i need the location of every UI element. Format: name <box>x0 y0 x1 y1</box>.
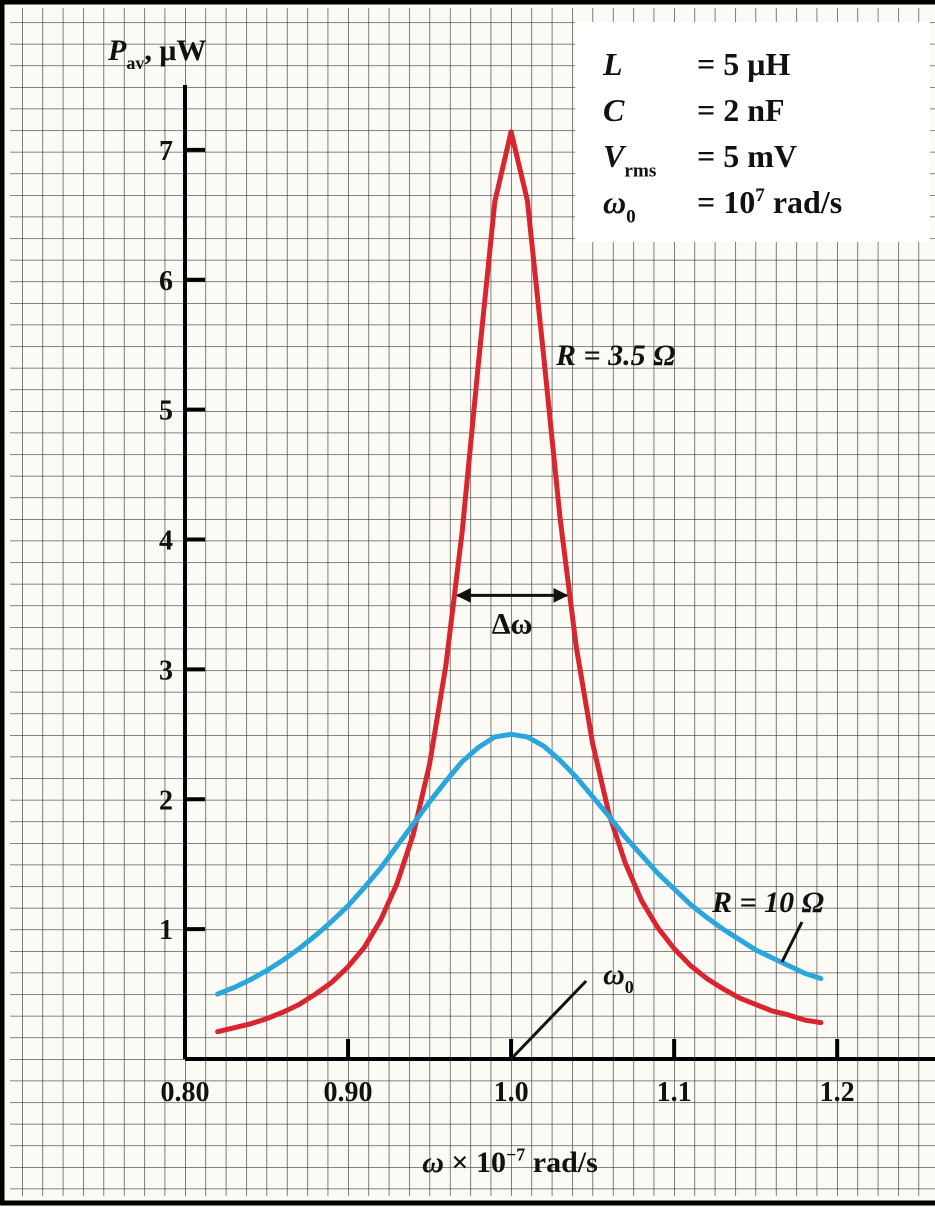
param-symbol: ω0 <box>603 184 636 228</box>
y-axis-label-part: P <box>107 34 127 67</box>
param-symbol-part: rms <box>624 161 656 182</box>
param-symbol-part: V <box>603 138 627 174</box>
resonance-label-part: 0 <box>625 977 634 997</box>
y-tick-label: 3 <box>159 655 173 686</box>
param-value-part: = 10 <box>697 184 755 220</box>
param-symbol: Vrms <box>603 138 656 182</box>
param-value: = 5 mV <box>697 138 797 174</box>
param-symbol-part: 0 <box>626 207 636 228</box>
param-symbol-part: C <box>603 92 625 128</box>
y-tick-label: 7 <box>159 136 173 167</box>
param-value: = 2 nF <box>697 92 785 128</box>
param-symbol: C <box>603 92 625 128</box>
x-tick-label: 1.1 <box>657 1077 692 1108</box>
y-tick-label: 5 <box>159 396 173 427</box>
y-tick-label: 4 <box>159 526 173 557</box>
x-axis-label-part: ω <box>422 1146 444 1179</box>
param-value-part: 7 <box>755 185 765 206</box>
x-tick-label: 1.0 <box>494 1077 529 1108</box>
plot: 1 2 3 4 5 6 7 0.80 0.90 1.0 1.1 1.2 Pav, μW ω × 10−7 … <box>107 34 935 1179</box>
resonance-label-part: ω <box>603 958 625 991</box>
curve <box>215 129 824 1035</box>
curve <box>215 731 824 997</box>
y-axis-label: Pav, μW <box>107 34 206 73</box>
series-label: R = 10 Ω <box>711 886 824 919</box>
x-axis-label-part: −7 <box>506 1145 525 1165</box>
param-symbol-part: ω <box>603 184 626 220</box>
x-tick-label: 0.80 <box>161 1077 210 1108</box>
param-value-part: = 5 mV <box>697 138 797 174</box>
param-symbol-part: L <box>602 46 623 82</box>
parameter-box <box>575 22 930 242</box>
leader <box>780 921 804 963</box>
param-value-part: = 2 nF <box>697 92 785 128</box>
param-value-part: = 5 μH <box>697 46 790 82</box>
x-tick-label: 0.90 <box>324 1077 373 1108</box>
bandwidth-label: Δω <box>492 607 533 640</box>
x-tick-label: 1.2 <box>820 1077 855 1108</box>
x-axis-label-part: rad/s <box>525 1146 598 1179</box>
param-value: = 5 μH <box>697 46 790 82</box>
x-axis-label-part: × 10 <box>444 1146 506 1179</box>
y-axis-label-part: , μW <box>144 34 206 67</box>
resonance-label: ω0 <box>603 958 634 997</box>
y-tick-label: 6 <box>159 266 173 297</box>
param-value: = 107 rad/s <box>697 184 842 220</box>
y-axis-label-part: av <box>126 53 144 73</box>
param-symbol: L <box>602 46 623 82</box>
param-value-part: rad/s <box>765 184 842 220</box>
y-tick-label: 2 <box>159 785 173 816</box>
resonance-leader <box>510 979 588 1061</box>
series-label: R = 3.5 Ω <box>555 339 676 372</box>
x-axis-label: ω × 10−7 rad/s <box>422 1145 598 1179</box>
y-tick-label: 1 <box>159 915 173 946</box>
